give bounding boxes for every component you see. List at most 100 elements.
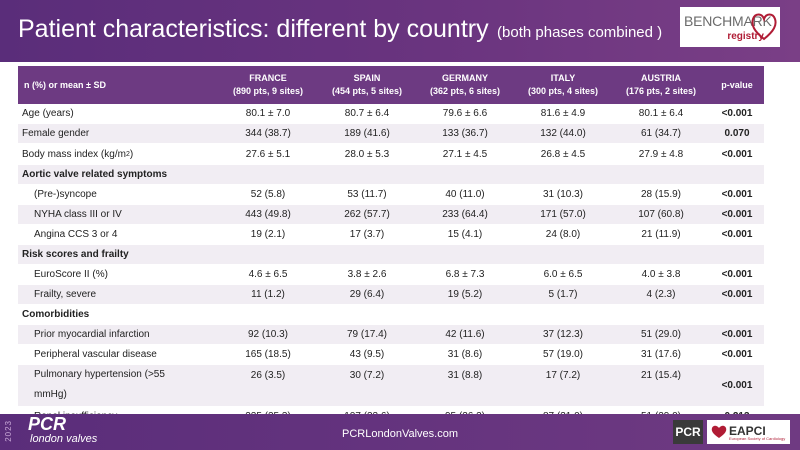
slide-title: Patient characteristics: different by co…	[18, 15, 662, 44]
table-cell: 133 (36.7)	[442, 128, 488, 139]
table-cell: 344 (38.7)	[245, 128, 291, 139]
table-cell: 26.8 ± 4.5	[540, 148, 586, 160]
row-label-text: Risk scores and frailty	[22, 249, 129, 260]
table-row: Pulmonary hypertension (>55 mmHg) 26 (3.5…	[18, 365, 764, 407]
row-label: Female gender	[18, 124, 222, 143]
row-label: Renal insufficiency	[18, 407, 234, 414]
p-value-cell: <0.001	[721, 148, 753, 160]
section-label: Aortic valve related symptoms	[18, 165, 222, 184]
table-cell: 6.0 ± 6.5	[543, 269, 583, 280]
column-header-title: n (%) or mean ± SD	[24, 79, 106, 90]
section-label: Comorbidities	[18, 305, 222, 324]
benchmark-registry-logo: BENCHMARK registry	[680, 7, 780, 47]
pcr-brand: PCR	[28, 414, 67, 434]
table-cell: 79.6 ± 6.6	[442, 108, 488, 119]
column-header: GERMANY (362 pts, 6 sites)	[416, 66, 514, 104]
row-label: Frailty, severe	[18, 285, 234, 304]
table-row: NYHA class III or IV 443 (49.8) 262 (57.7)…	[18, 205, 764, 225]
p-value-cell: <0.001	[721, 269, 753, 280]
row-label: Peripheral vascular disease	[18, 345, 234, 364]
table-cell: 87 (31.0)	[514, 407, 612, 414]
column-header-title: SPAIN	[353, 73, 381, 83]
table-cell: 4.0 ± 3.8	[641, 269, 681, 280]
row-label-text: Angina CCS 3 or 4	[34, 229, 118, 240]
table-row: Peripheral vascular disease 165 (18.5) 43 …	[18, 345, 764, 365]
table-cell: 51 (29.0)	[612, 407, 710, 414]
column-header-title: ITALY	[550, 73, 576, 83]
table-cell: 37 (12.3)	[542, 329, 584, 340]
p-value-cell: 0.070	[724, 128, 750, 139]
table-cell: 61 (34.7)	[640, 128, 682, 139]
section-row: Aortic valve related symptoms	[18, 165, 764, 185]
table-cell: 80.7 ± 6.4	[344, 108, 390, 119]
table-cell: 29 (6.4)	[349, 289, 385, 300]
row-label-text: Female gender	[22, 128, 90, 139]
table-row: (Pre-)syncope 52 (5.8) 53 (11.7) 40 (11.0) 3…	[18, 185, 764, 205]
p-value-cell: <0.001	[721, 189, 753, 200]
row-label-text: Prior myocardial infarction	[34, 329, 150, 340]
table-cell: 42 (11.6)	[445, 329, 485, 340]
column-header: FRANCE (890 pts, 9 sites)	[218, 66, 318, 104]
row-label-text: Pulmonary hypertension (>55 mmHg)	[34, 369, 165, 400]
p-value-cell: <0.001	[721, 209, 753, 220]
table-cell: 171 (57.0)	[540, 209, 586, 220]
table-header: n (%) or mean ± SD FRANCE (890 pts, 9 site…	[18, 66, 764, 104]
eapci-text: EAPCI	[729, 424, 766, 438]
table-cell: 43 (9.5)	[349, 349, 385, 360]
table-cell: 51 (29.0)	[640, 329, 682, 340]
table-cell: 233 (64.4)	[442, 209, 488, 220]
label-suffix: )	[129, 148, 134, 160]
table-cell: 17 (7.2)	[545, 369, 581, 381]
table-cell: 132 (44.0)	[540, 128, 586, 139]
table-cell: 52 (5.8)	[250, 189, 286, 200]
table-cell: 31 (8.6)	[447, 349, 483, 360]
table-cell: 27.6 ± 5.1	[245, 148, 291, 160]
table-cell: 19 (2.1)	[250, 229, 286, 240]
table-cell: 3.8 ± 2.6	[347, 269, 387, 280]
section-row: Risk scores and frailty	[18, 245, 764, 265]
column-header: SPAIN (454 pts, 5 sites)	[318, 66, 416, 104]
table-cell: 17 (3.7)	[349, 229, 385, 240]
row-label-text: Body mass index (kg/m	[22, 148, 126, 160]
row-label: (Pre-)syncope	[18, 185, 234, 204]
row-label-text: Age (years)	[22, 108, 74, 119]
table-cell: 27.9 ± 4.8	[638, 148, 684, 160]
table-cell: 27.1 ± 4.5	[442, 148, 488, 160]
row-label-text: EuroScore II (%)	[34, 269, 108, 280]
table-cell: 40 (11.0)	[445, 189, 485, 200]
p-value-cell: <0.001	[721, 329, 753, 340]
column-header-subtitle: (176 pts, 2 sites)	[625, 86, 697, 96]
table-cell: 31 (10.3)	[542, 189, 584, 200]
p-value-cell: <0.001	[721, 108, 753, 119]
row-label: Pulmonary hypertension (>55 mmHg)	[18, 365, 234, 406]
row-label: EuroScore II (%)	[18, 265, 234, 284]
column-header-title: AUSTRIA	[641, 73, 681, 83]
pcr-logo: PCR	[673, 420, 703, 444]
row-label-text: Frailty, severe	[34, 289, 97, 300]
table-row: EuroScore II (%) 4.6 ± 6.5 3.8 ± 2.6 6.8 ± …	[18, 265, 764, 285]
table-cell: 225 (25.3)	[218, 407, 318, 414]
p-value-cell: <0.001	[721, 229, 753, 240]
row-label: Body mass index (kg/m 2)	[18, 144, 222, 164]
table-row: Renal insufficiency 225 (25.3)107 (23.6)9…	[18, 407, 764, 414]
column-header: n (%) or mean ± SD	[18, 66, 218, 104]
table-row: Body mass index (kg/m 2) 27.6 ± 5.1 28.0 ± …	[18, 144, 764, 165]
table-cell: 95 (26.2)	[416, 407, 514, 414]
column-header-subtitle: (890 pts, 9 sites)	[232, 86, 304, 96]
label-superscript: 2	[125, 150, 130, 158]
row-label-text: NYHA class III or IV	[34, 209, 122, 220]
section-label: Risk scores and frailty	[18, 245, 222, 264]
row-label: Prior myocardial infarction	[18, 325, 234, 344]
table-cell: 81.6 ± 4.9	[540, 108, 586, 119]
table-cell: 165 (18.5)	[245, 349, 291, 360]
table-cell: 11 (1.2)	[251, 289, 285, 300]
column-header-title: FRANCE	[249, 73, 287, 83]
eapci-logo: EAPCI European Society of Cardiology	[707, 420, 790, 444]
table-row: Age (years) 80.1 ± 7.0 80.7 ± 6.4 79.6 ± 6.…	[18, 104, 764, 124]
column-header-subtitle: (300 pts, 4 sites)	[527, 86, 599, 96]
eapci-tagline: European Society of Cardiology	[729, 436, 786, 441]
table-cell: 57 (19.0)	[542, 349, 584, 360]
table-cell: 28 (15.9)	[640, 189, 682, 200]
table-cell: 4.6 ± 6.5	[248, 269, 288, 280]
row-label-text: Aortic valve related symptoms	[22, 169, 168, 180]
